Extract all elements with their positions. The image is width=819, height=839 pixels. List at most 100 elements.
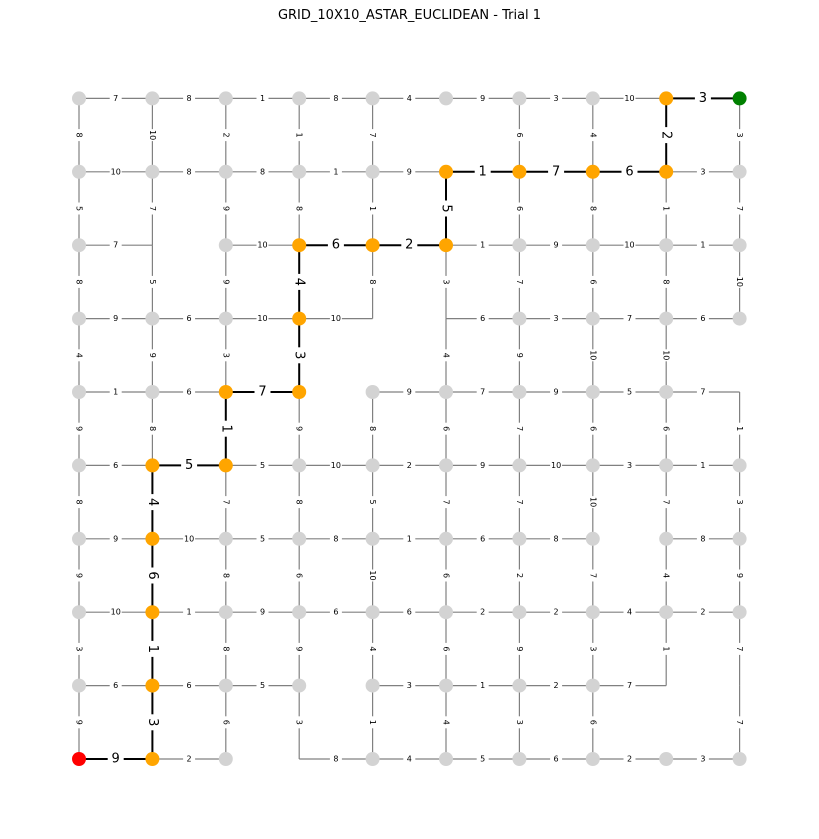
edge-weight-label: 9	[107, 751, 124, 767]
edge-weight-text: 8	[295, 500, 304, 505]
edge-weight-text: 2	[700, 608, 705, 617]
edge-weight-text: 3	[699, 91, 707, 106]
edge-weight-label: 8	[660, 275, 672, 288]
edge-label-bg	[329, 313, 342, 325]
edge-label-bg	[476, 533, 489, 545]
edge-label-bg	[183, 533, 196, 545]
edge-weight-label: 4	[367, 642, 379, 655]
grid-node	[585, 238, 600, 253]
edge-weight-label: 7	[220, 496, 232, 509]
edge-label-bg	[513, 202, 525, 215]
edge-weight-text: 1	[368, 206, 377, 211]
path-node	[439, 164, 453, 179]
edge-weight-label: 9	[403, 166, 416, 178]
edge-weight-text: 7	[700, 388, 705, 397]
edge-weight-label: 4	[587, 129, 599, 142]
edge-weight-text: 1	[368, 720, 377, 725]
edge-label-bg	[256, 606, 269, 618]
edge-weight-label: 6	[144, 567, 161, 584]
edge-weight-text: 7	[515, 500, 524, 505]
edge-weight-text: 4	[368, 646, 377, 651]
edge-weight-label: 10	[367, 569, 379, 582]
edge-label-bg	[256, 459, 269, 471]
edge-weight-label: 10	[109, 166, 122, 178]
edge-weight-label: 9	[734, 569, 746, 582]
edge-weight-label: 1	[144, 640, 161, 657]
edge-weight-label: 6	[220, 716, 232, 729]
edge-weight-label: 10	[623, 239, 636, 251]
edge-label-bg	[293, 642, 305, 655]
edge-weight-label: 3	[696, 753, 709, 765]
edge-weight-label: 2	[513, 569, 525, 582]
edge-weight-label: 10	[734, 275, 746, 288]
edge-weight-text: 3	[700, 755, 705, 764]
edge-weight-label: 5	[256, 533, 269, 545]
edge-weight-text: 4	[442, 353, 451, 358]
edge-weight-label: 7	[513, 275, 525, 288]
edge-label-bg	[734, 496, 746, 509]
edge-label-bg	[623, 386, 636, 398]
edge-weight-text: 3	[735, 500, 744, 505]
edge-weight-label: 6	[183, 313, 196, 325]
grid-node	[512, 531, 527, 546]
edge-weight-label: 8	[256, 166, 269, 178]
edge-label-bg	[256, 166, 269, 178]
edge-weight-text: 1	[260, 94, 265, 103]
edge-weight-text: 3	[735, 133, 744, 138]
edge-label-bg	[696, 459, 709, 471]
edge-label-bg	[734, 716, 746, 729]
edge-label-bg	[220, 349, 232, 362]
edge-weight-text: 7	[258, 385, 266, 400]
edge-label-bg	[220, 496, 232, 509]
edge-weight-text: 9	[735, 573, 744, 578]
path-node	[218, 385, 233, 399]
edge-weight-text: 6	[145, 571, 160, 579]
edge-label-bg	[403, 606, 416, 618]
edge-weight-label: 1	[660, 642, 672, 655]
edge-weight-label: 8	[73, 129, 85, 142]
edge-label-bg	[367, 275, 379, 288]
edge-label-bg	[146, 349, 158, 362]
edge-label-bg	[146, 202, 158, 215]
edge-weight-text: 5	[260, 534, 265, 543]
edge-weight-label: 4	[73, 349, 85, 362]
edge-weight-label: 8	[367, 422, 379, 435]
edge-weight-text: 1	[407, 534, 412, 543]
edge-weight-text: 5	[148, 279, 157, 284]
edge-label-bg	[587, 202, 599, 215]
edge-weight-label: 5	[73, 202, 85, 215]
edge-weight-text: 8	[187, 167, 192, 176]
edge-weight-label: 6	[550, 753, 563, 765]
edge-label-bg	[623, 606, 636, 618]
edge-weight-text: 2	[407, 461, 412, 470]
edge-weight-text: 10	[551, 461, 561, 470]
grid-node	[659, 458, 674, 473]
edge-weight-text: 9	[112, 752, 120, 767]
edge-weight-text: 8	[368, 279, 377, 284]
edge-weight-text: 3	[442, 279, 451, 284]
edge-weight-label: 6	[587, 422, 599, 435]
edge-weight-text: 8	[662, 279, 671, 284]
edge-label-bg	[220, 275, 232, 288]
edge-weight-label: 8	[696, 533, 709, 545]
edge-weight-text: 6	[480, 534, 485, 543]
path-node	[145, 531, 160, 546]
edge-weight-label: 8	[220, 569, 232, 582]
edge-weight-label: 7	[696, 386, 709, 398]
edge-label-bg	[109, 166, 122, 178]
edge-label-bg	[550, 239, 563, 251]
edge-label-bg	[256, 533, 269, 545]
edge-weight-text: 10	[148, 130, 157, 140]
edge-weight-label: 3	[403, 680, 416, 692]
grid-node	[365, 91, 380, 106]
edge-weight-label: 2	[476, 606, 489, 618]
edge-weight-label: 3	[293, 716, 305, 729]
edge-label-bg	[403, 753, 416, 765]
grid-node	[585, 311, 600, 326]
edge-weight-label: 9	[476, 92, 489, 104]
edge-weight-label: 3	[550, 313, 563, 325]
edge-weight-text: 10	[331, 314, 341, 323]
edge-weight-text: 7	[735, 720, 744, 725]
edge-weight-label: 5	[256, 680, 269, 692]
edge-weight-text: 6	[332, 238, 340, 253]
